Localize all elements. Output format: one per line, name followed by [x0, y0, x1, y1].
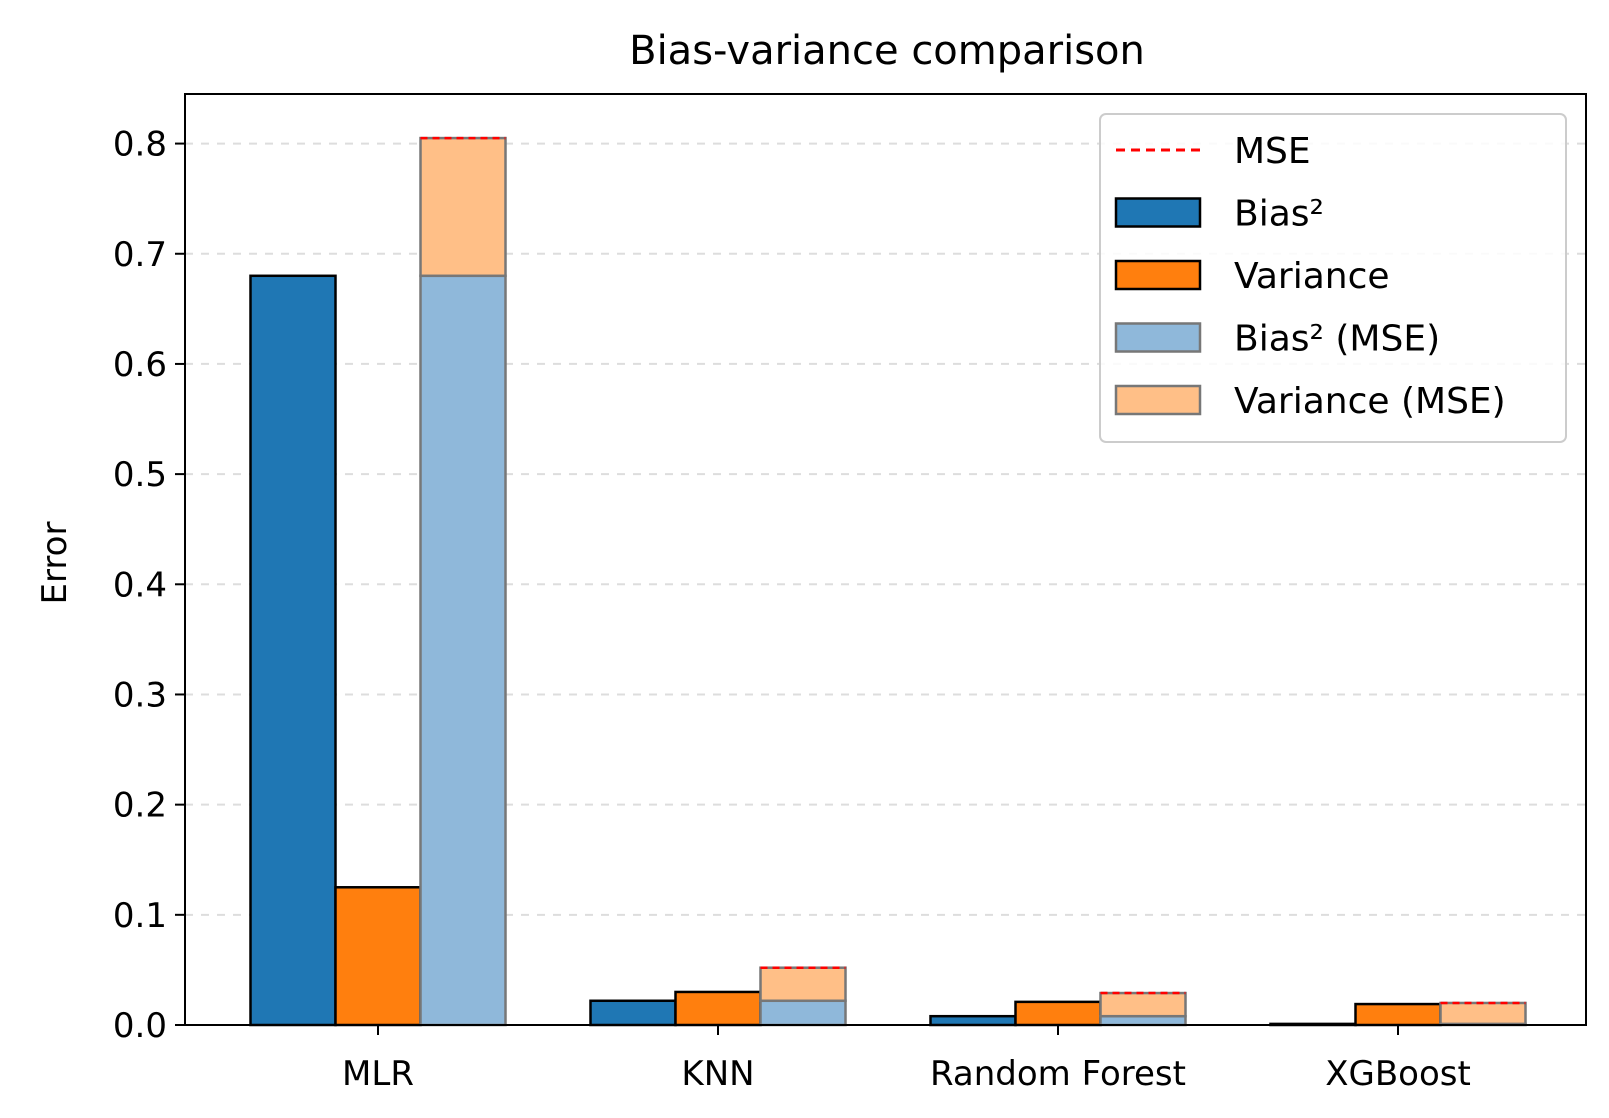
- x-tick-label: MLR: [342, 1054, 414, 1094]
- legend-label-mse: MSE: [1234, 131, 1311, 172]
- legend-label-bias: Bias²: [1234, 194, 1324, 235]
- mse-bias-bar: [419, 274, 507, 1027]
- mse-variance-bar: [759, 966, 847, 1003]
- variance-bar: [674, 990, 762, 1027]
- legend-swatch-bias: [1114, 197, 1202, 228]
- legend-label-variance-mse: Variance (MSE): [1234, 381, 1506, 422]
- bias-bar: [589, 999, 677, 1027]
- x-tick-label: KNN: [681, 1054, 754, 1094]
- legend: MSE Bias² Variance Bias² (MSE) Variance (MSE…: [1099, 113, 1567, 443]
- legend-swatch-variance-mse: [1114, 384, 1202, 416]
- mse-variance-bar: [419, 136, 507, 278]
- chart-title: Bias-variance comparison: [629, 28, 1145, 74]
- bias-bar: [249, 274, 337, 1027]
- mse-variance-bar: [1439, 1001, 1527, 1026]
- mse-variance-bar: [1099, 991, 1187, 1018]
- y-tick-label: 0.5: [113, 455, 167, 495]
- y-tick-label: 0.3: [113, 675, 167, 715]
- x-tick-label: XGBoost: [1325, 1054, 1471, 1094]
- y-tick-label: 0.6: [113, 345, 167, 385]
- y-tick-label: 0.1: [113, 896, 167, 936]
- y-axis-label: Error: [35, 522, 75, 605]
- legend-box: [1099, 113, 1567, 443]
- legend-label-variance: Variance: [1234, 256, 1390, 297]
- legend-swatch-bias-mse: [1114, 322, 1202, 353]
- legend-swatch-variance: [1114, 259, 1202, 291]
- axis-layer: 0.0 0.1 0.2 0.3 0.4 0.5 0.6 0.7 0.8 MLR KNN Random …: [113, 125, 1471, 1094]
- variance-bar: [334, 886, 422, 1027]
- bias-bar: [929, 1014, 1017, 1027]
- legend-label-bias-mse: Bias² (MSE): [1234, 319, 1440, 360]
- variance-bar: [1014, 1000, 1102, 1027]
- bars-layer: [249, 136, 1527, 1027]
- mse-bias-bar: [1099, 1014, 1187, 1027]
- y-tick-label: 0.2: [113, 786, 167, 826]
- plot-frame: [184, 93, 1587, 1026]
- y-tick-label: 0.0: [113, 1006, 167, 1046]
- mse-bias-bar: [759, 999, 847, 1027]
- x-tick-label: Random Forest: [930, 1054, 1186, 1094]
- y-tick-label: 0.4: [113, 565, 167, 605]
- variance-bar: [1354, 1002, 1442, 1027]
- y-tick-label: 0.7: [113, 235, 167, 275]
- y-tick-label: 0.8: [113, 125, 167, 165]
